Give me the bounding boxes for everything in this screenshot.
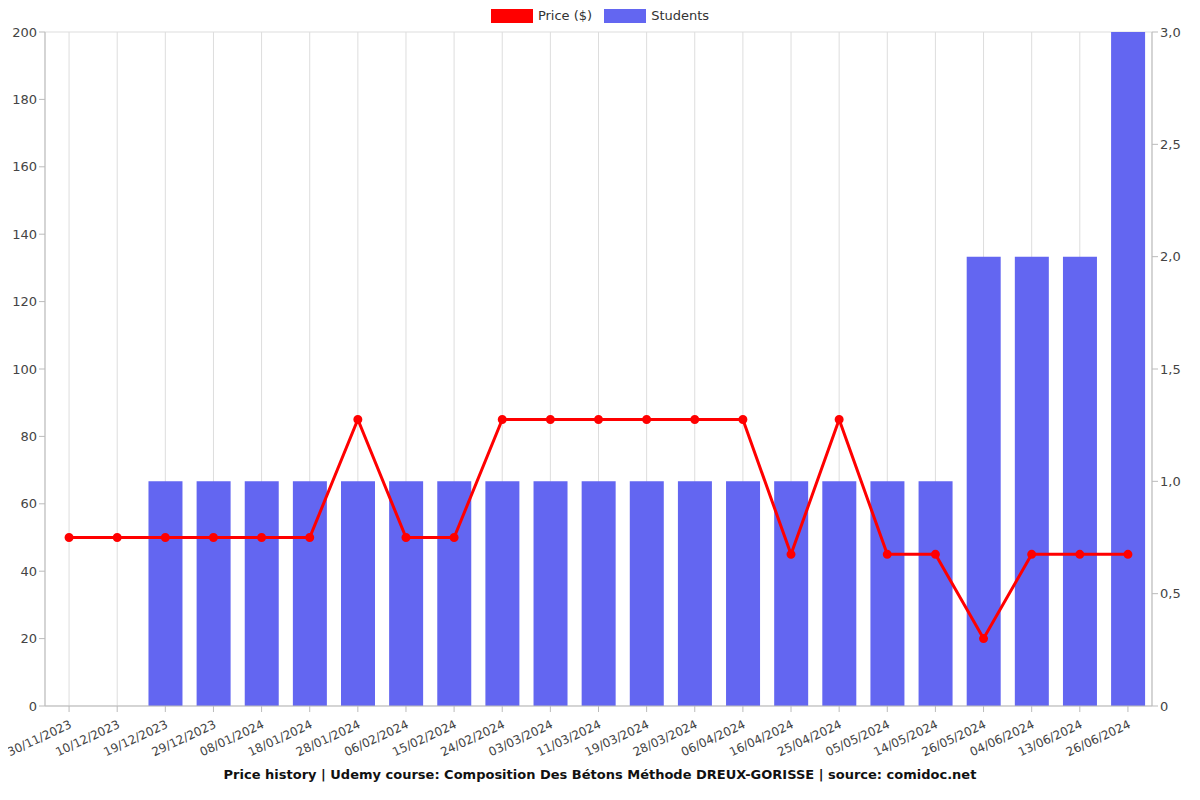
svg-text:04/06/2024: 04/06/2024 (967, 717, 1037, 760)
svg-text:0,5: 0,5 (1160, 586, 1181, 601)
svg-text:28/01/2024: 28/01/2024 (293, 717, 363, 760)
html-text:Price ($): Price ($) (537, 8, 593, 23)
svg-text:06/04/2024: 06/04/2024 (678, 717, 748, 760)
svg-text:08/01/2024: 08/01/2024 (197, 717, 267, 760)
svg-text:60: 60 (20, 496, 37, 511)
svg-text:10/12/2023: 10/12/2023 (53, 717, 122, 760)
svg-text:1,5: 1,5 (1160, 362, 1181, 377)
svg-text:28/03/2024: 28/03/2024 (630, 717, 700, 760)
svg-text:0: 0 (1160, 699, 1168, 714)
svg-text:180: 180 (12, 92, 37, 107)
svg-text:26/06/2024: 26/06/2024 (1064, 717, 1133, 759)
svg-text:2,5: 2,5 (1160, 137, 1181, 152)
svg-text:05/05/2024: 05/05/2024 (823, 717, 892, 760)
svg-text:11/03/2024: 11/03/2024 (534, 717, 604, 760)
svg-text:1,0: 1,0 (1160, 474, 1181, 489)
html-text:Price history | Udemy course:: Price history | Udemy course: Compositio… (223, 767, 977, 782)
svg-text:20: 20 (20, 631, 37, 646)
svg-text:140: 140 (12, 227, 37, 242)
html-text:Students: Students (651, 8, 710, 23)
svg-text:19/12/2023: 19/12/2023 (101, 717, 170, 760)
svg-text:29/12/2023: 29/12/2023 (149, 717, 219, 760)
svg-text:40: 40 (20, 564, 37, 579)
svg-text:3,0: 3,0 (1160, 25, 1181, 40)
svg-text:14/05/2024: 14/05/2024 (871, 717, 941, 760)
svg-text:0: 0 (29, 699, 37, 714)
svg-text:120: 120 (12, 294, 37, 309)
svg-text:16/04/2024: 16/04/2024 (727, 717, 796, 760)
svg-text:13/06/2024: 13/06/2024 (1015, 717, 1085, 760)
svg-text:25/04/2024: 25/04/2024 (775, 717, 844, 760)
svg-text:18/01/2024: 18/01/2024 (245, 717, 315, 760)
svg-text:160: 160 (12, 159, 37, 174)
svg-text:06/02/2024: 06/02/2024 (342, 717, 411, 760)
svg-text:80: 80 (20, 429, 37, 444)
svg-text:24/02/2024: 24/02/2024 (438, 717, 507, 760)
svg-text:100: 100 (12, 362, 37, 377)
svg-text:2,0: 2,0 (1160, 249, 1181, 264)
svg-text:26/05/2024: 26/05/2024 (919, 717, 989, 760)
svg-text:200: 200 (12, 25, 37, 40)
svg-text:15/02/2024: 15/02/2024 (390, 717, 459, 760)
svg-text:03/03/2024: 03/03/2024 (486, 717, 555, 760)
svg-text:19/03/2024: 19/03/2024 (582, 717, 652, 760)
